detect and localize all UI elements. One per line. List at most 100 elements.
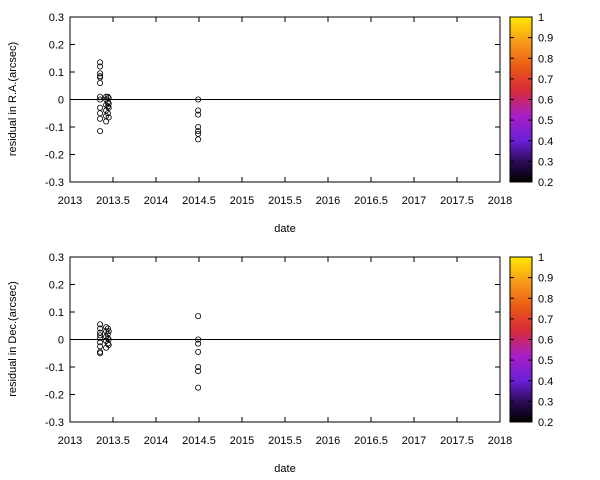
x-tick-label: 2013: [58, 435, 82, 447]
data-point: [104, 340, 111, 347]
data-point: [105, 341, 112, 348]
y-tick-label: 0.1: [49, 67, 64, 79]
data-point: [105, 100, 112, 107]
y-tick-label: 0.3: [49, 252, 64, 264]
colorbar-tick-label: 0.3: [538, 156, 553, 168]
tick-marks: [69, 16, 501, 183]
colorbar-tick-label: 0.7: [538, 314, 553, 326]
x-tick-label: 2015: [230, 195, 254, 207]
x-tick-label: 2014: [144, 195, 168, 207]
data-point: [97, 93, 104, 100]
x-axis-label: date: [274, 223, 295, 235]
data-point: [195, 340, 202, 347]
x-tick-label: 2014.5: [182, 435, 216, 447]
x-tick-label: 2017: [402, 435, 426, 447]
data-point: [97, 104, 104, 111]
colorbar-tick-label: 0.5: [538, 355, 553, 367]
y-tick-label: -0.2: [45, 150, 64, 162]
y-axis-label: residual in Dec.(arcsec): [7, 281, 19, 397]
colorbar-tick-label: 0.7: [538, 74, 553, 86]
colorbar-tick-label: 1: [538, 252, 544, 264]
colorbar-tick-label: 0.2: [538, 177, 553, 189]
colorbar-tick-label: 0.3: [538, 396, 553, 408]
data-point: [97, 321, 104, 328]
data-point: [195, 313, 202, 320]
y-tick-label: 0: [58, 335, 64, 347]
colorbar-tick-label: 0.9: [538, 273, 553, 285]
colorbar-tick-label: 0.8: [538, 293, 553, 305]
data-point: [97, 115, 104, 122]
data-point: [195, 384, 202, 391]
y-tick-label: -0.3: [45, 417, 64, 429]
panel-dec: 0.30.20.10-0.1-0.2-0.3 2013 2013.5 2014 201…: [7, 252, 553, 475]
y-tick-label: 0.1: [49, 307, 64, 319]
data-point: [97, 59, 104, 66]
data-point: [97, 339, 104, 346]
x-tick-labels: 2013 2013.5 2014 2014.5 2015 2015.5 2016 2016.5…: [58, 435, 512, 447]
y-axis-label: residual in R.A.(arcsec): [7, 42, 19, 156]
data-point: [97, 350, 104, 357]
colorbar-tick-label: 0.8: [538, 53, 553, 65]
data-point: [97, 63, 104, 70]
data-point: [195, 368, 202, 375]
y-tick-label: 0.3: [49, 12, 64, 24]
panel-ra: 0.30.20.10-0.1-0.2-0.3 2013 2013.5 2014 201…: [7, 12, 553, 235]
x-tick-labels: 2013 2013.5 2014 2014.5 2015 2015.5 2016 2016.5…: [58, 195, 512, 207]
data-point: [97, 335, 104, 342]
data-point: [105, 328, 112, 335]
colorbar-tick-label: 0.9: [538, 33, 553, 45]
y-tick-label: -0.1: [45, 122, 64, 134]
x-tick-label: 2013.5: [96, 195, 130, 207]
data-point: [104, 99, 111, 106]
tick-marks: [69, 256, 501, 423]
data-point: [97, 332, 104, 339]
colorbar-tick-label: 0.4: [538, 376, 553, 388]
data-point: [105, 104, 112, 111]
x-tick-label: 2013.5: [96, 435, 130, 447]
colorbar-tick-label: 0.6: [538, 95, 553, 107]
data-point: [195, 348, 202, 355]
data-point: [97, 96, 104, 103]
x-tick-label: 2014: [144, 435, 168, 447]
data-points: [97, 59, 202, 143]
y-tick-label: -0.3: [45, 177, 64, 189]
colorbar-tick-label: 0.2: [538, 417, 553, 429]
data-point: [97, 70, 104, 77]
colorbar-tick-label: 0.6: [538, 335, 553, 347]
data-point: [97, 110, 104, 117]
x-tick-label: 2016.5: [354, 195, 388, 207]
data-point: [195, 136, 202, 143]
data-point: [97, 325, 104, 332]
x-tick-label: 2016.5: [354, 435, 388, 447]
data-point: [195, 107, 202, 114]
x-tick-label: 2016: [316, 195, 340, 207]
x-tick-label: 2018: [488, 435, 512, 447]
x-tick-label: 2015.5: [268, 435, 302, 447]
y-tick-labels: 0.3 0.2 0.1 0 -0.1 -0.2 -0.3: [45, 252, 64, 429]
x-tick-label: 2014.5: [182, 195, 216, 207]
colorbar-tick-label: 0.5: [538, 115, 553, 127]
y-tick-label: -0.2: [45, 390, 64, 402]
x-tick-label: 2016: [316, 435, 340, 447]
x-tick-label: 2015: [230, 435, 254, 447]
x-tick-label: 2017: [402, 195, 426, 207]
x-tick-label: 2017.5: [440, 435, 474, 447]
data-point: [104, 103, 111, 110]
data-point: [97, 80, 104, 87]
x-tick-label: 2015.5: [268, 195, 302, 207]
x-tick-label: 2018: [488, 195, 512, 207]
colorbar-tick-label: 1: [538, 12, 544, 24]
data-point: [195, 128, 202, 135]
y-tick-label: 0: [58, 95, 64, 107]
x-tick-label: 2013: [58, 195, 82, 207]
colorbar-tick-labels: 1 0.9 0.8 0.7 0.6 0.5 0.4 0.3 0.2: [510, 12, 553, 189]
data-point: [195, 96, 202, 103]
colorbar-tick-labels: 1 0.9 0.8 0.7 0.6 0.5 0.4 0.3 0.2: [510, 252, 553, 429]
data-point: [104, 110, 111, 117]
y-tick-labels: 0.3 0.2 0.1 0 -0.1 -0.2 -0.3: [45, 12, 64, 189]
colorbar-tick-label: 0.4: [538, 136, 553, 148]
y-tick-label: 0.2: [49, 280, 64, 292]
data-point: [195, 111, 202, 118]
x-tick-label: 2017.5: [440, 195, 474, 207]
